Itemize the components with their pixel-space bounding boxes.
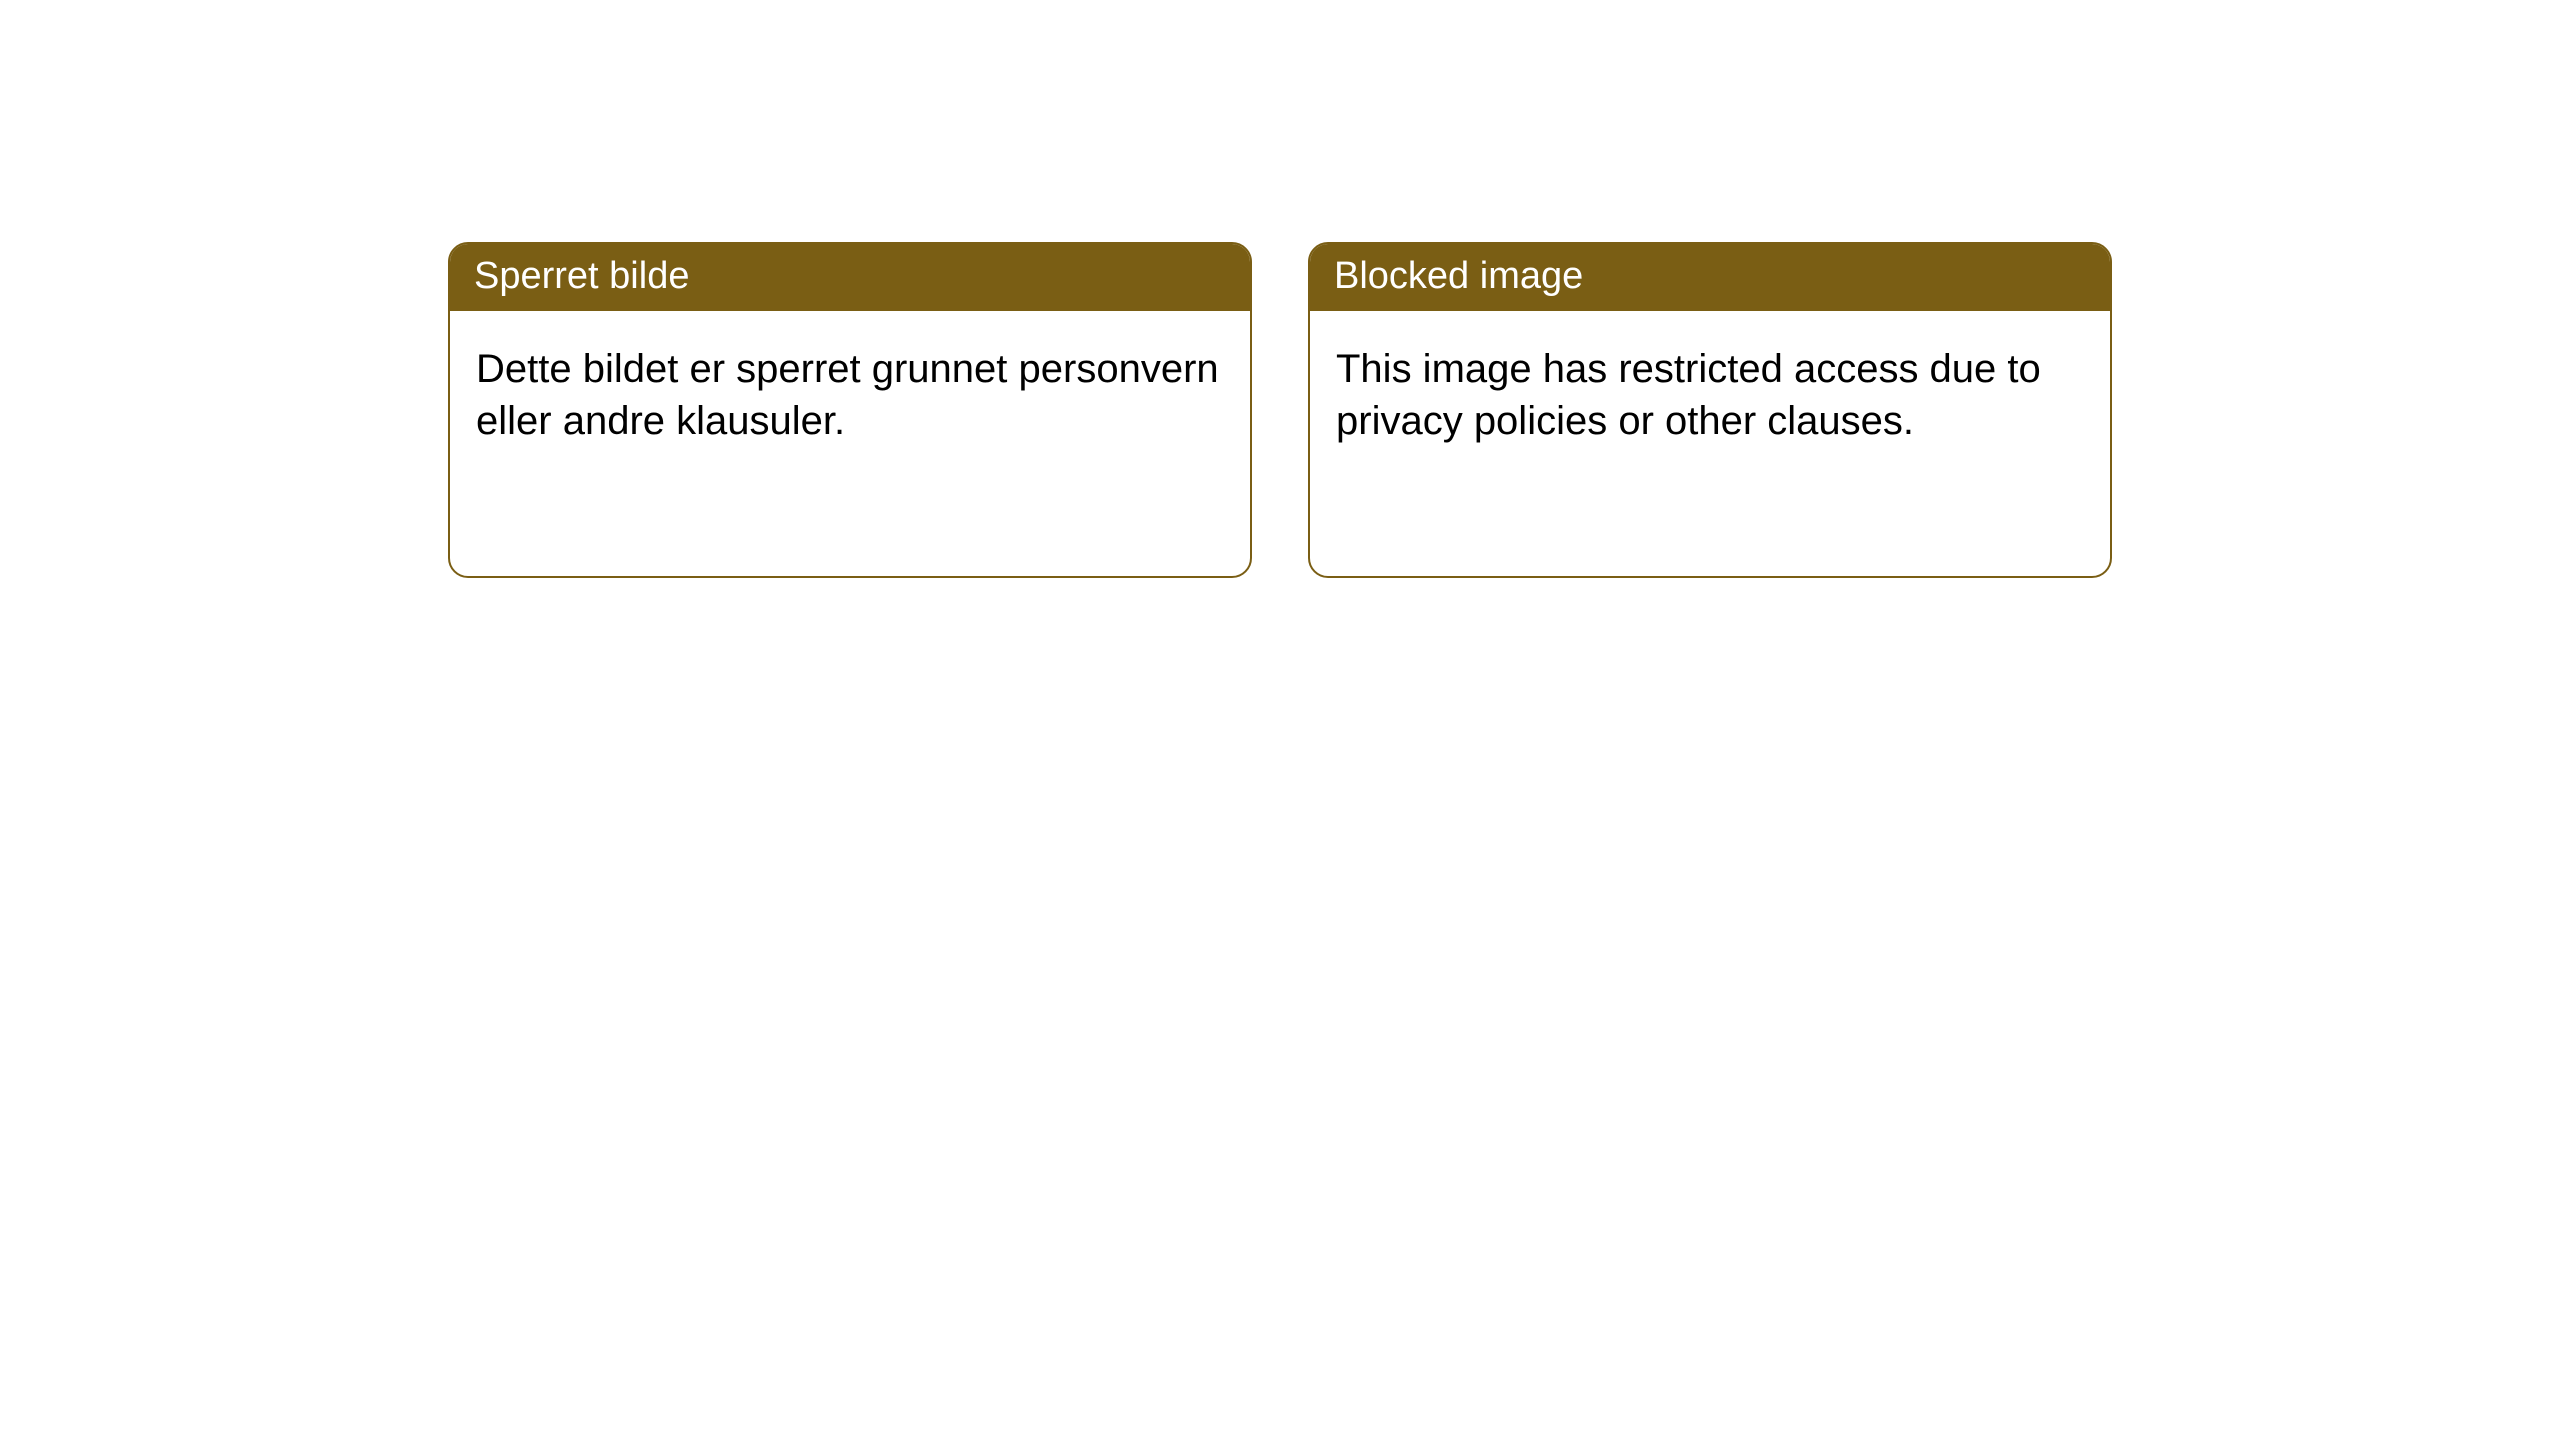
card-title: Sperret bilde: [474, 255, 689, 297]
card-body: This image has restricted access due to …: [1310, 311, 2110, 479]
blocked-image-card-no: Sperret bilde Dette bildet er sperret gr…: [448, 242, 1252, 578]
card-title: Blocked image: [1334, 255, 1583, 297]
card-body-text: Dette bildet er sperret grunnet personve…: [476, 347, 1219, 443]
blocked-image-card-en: Blocked image This image has restricted …: [1308, 242, 2112, 578]
card-header: Sperret bilde: [450, 244, 1250, 311]
notice-container: Sperret bilde Dette bildet er sperret gr…: [0, 0, 2560, 578]
card-body: Dette bildet er sperret grunnet personve…: [450, 311, 1250, 479]
card-header: Blocked image: [1310, 244, 2110, 311]
card-body-text: This image has restricted access due to …: [1336, 347, 2041, 443]
